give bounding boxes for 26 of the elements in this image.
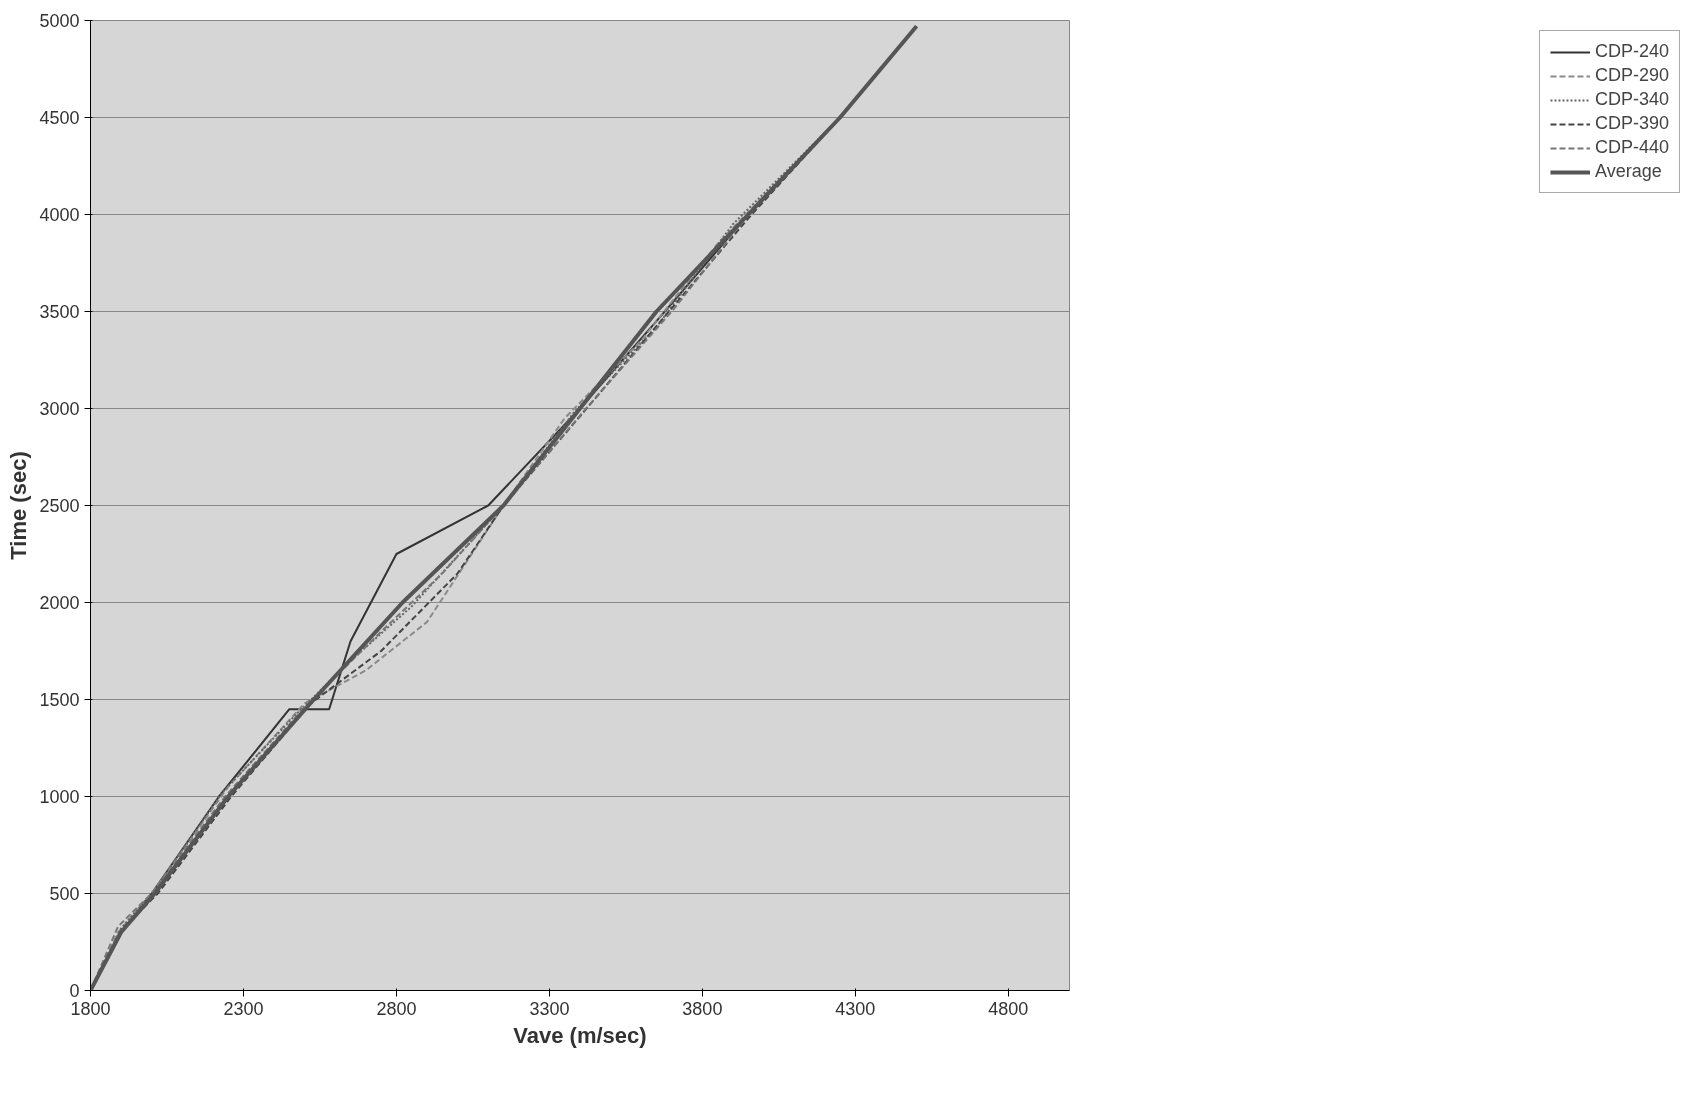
y-tick-label: 4000 <box>39 205 80 225</box>
y-tick-label: 3500 <box>39 302 80 322</box>
y-tick-label: 2500 <box>39 496 80 516</box>
y-axis-title: Time (sec) <box>6 451 32 560</box>
legend-label: CDP-390 <box>1594 113 1669 134</box>
x-tick-label: 2800 <box>376 998 417 1019</box>
y-tick-label: 5000 <box>39 11 80 31</box>
x-tick-label: 2300 <box>223 998 264 1019</box>
legend-label: CDP-440 <box>1594 137 1669 158</box>
y-tick-label: 4500 <box>39 108 80 128</box>
y-tick-label: 0 <box>69 981 80 1001</box>
x-tick-label: 4800 <box>988 998 1029 1019</box>
x-tick-label: 4300 <box>835 998 876 1019</box>
legend-label: CDP-240 <box>1594 41 1669 62</box>
legend-label: CDP-340 <box>1594 89 1669 110</box>
y-tick-label: 3000 <box>39 399 80 419</box>
x-axis-title: Vave (m/sec) <box>513 1022 647 1048</box>
x-tick-label: 3300 <box>529 998 570 1019</box>
x-tick-label: 3800 <box>682 998 723 1019</box>
y-tick-label: 1500 <box>39 690 80 710</box>
y-tick-label: 500 <box>49 884 80 904</box>
y-tick-label: 1000 <box>39 787 80 807</box>
legend-label: Average <box>1594 161 1662 182</box>
x-tick-label: 1800 <box>70 998 111 1019</box>
y-tick-label: 2000 <box>39 593 80 613</box>
legend-label: CDP-290 <box>1594 65 1669 86</box>
